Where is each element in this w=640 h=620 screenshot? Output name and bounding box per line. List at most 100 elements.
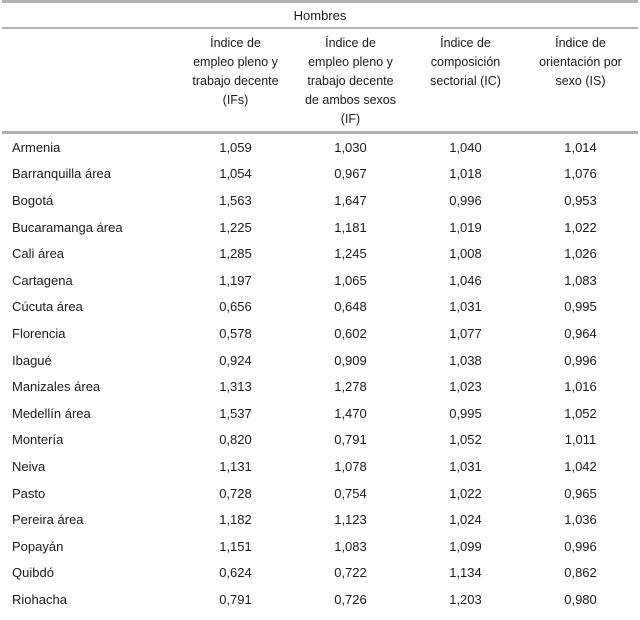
value-cell: 1,181 [334,219,367,235]
column-header-1: Índice de empleo pleno y trabajo decente… [178,28,293,134]
table-row: Montería 0,820 0,791 1,052 1,011 [2,427,638,454]
row-label-cell: Popayán [12,538,64,554]
table-row: Bogotá 1,563 1,647 0,996 0,953 [2,187,638,214]
value-cell: 1,023 [449,379,482,395]
column-header-label: Índice de orientación por sexo (IS) [539,36,622,88]
value-cell: 1,042 [564,458,597,474]
table-row: Riohacha 0,791 0,726 1,203 0,980 [2,586,638,613]
value-cell: 1,182 [219,512,252,528]
table-row: Ibagué 0,924 0,909 1,038 0,996 [2,347,638,374]
value-cell: 0,578 [219,325,252,341]
value-cell: 1,065 [334,272,367,288]
value-cell: 1,470 [334,405,367,421]
table-header: Hombres Índice de empleo pleno y trabajo… [2,1,639,134]
value-cell: 0,996 [449,192,482,208]
column-header-4: Índice de orientación por sexo (IS) [523,28,639,134]
table-row: Neiva 1,131 1,078 1,031 1,042 [2,453,638,480]
value-cell: 1,131 [219,458,252,474]
table-row: Pasto 0,728 0,754 1,022 0,965 [2,480,638,507]
value-cell: 0,964 [564,325,597,341]
value-cell: 0,996 [564,352,597,368]
value-cell: 0,965 [564,485,597,501]
value-cell: 1,052 [449,432,482,448]
row-label-cell: Bucaramanga área [12,219,123,235]
value-cell: 1,030 [334,139,367,155]
value-cell: 0,726 [334,591,367,607]
row-label-cell: Montería [12,432,64,448]
row-label-cell: Neiva [12,458,46,474]
value-cell: 1,083 [334,538,367,554]
column-header-row: Índice de empleo pleno y trabajo decente… [2,28,639,134]
value-cell: 1,059 [219,139,252,155]
value-cell: 1,031 [449,299,482,315]
table-row: Florencia 0,578 0,602 1,077 0,964 [2,320,638,347]
row-label-cell: Riohacha [12,591,67,607]
value-cell: 1,014 [564,139,597,155]
value-cell: 0,624 [219,565,252,581]
value-cell: 0,924 [219,352,252,368]
table-row: Medellín área 1,537 1,470 0,995 1,052 [2,400,638,427]
value-cell: 0,996 [564,538,597,554]
value-cell: 1,018 [449,166,482,182]
table-row: Armenia 1,059 1,030 1,040 1,014 [2,133,638,161]
table-row: Manizales área 1,313 1,278 1,023 1,016 [2,373,638,400]
value-cell: 1,031 [449,458,482,474]
row-label-column-header [2,28,178,134]
table-row: Cali área 1,285 1,245 1,008 1,026 [2,240,638,267]
value-cell: 0,728 [219,485,252,501]
column-header-3: Índice de composición sectorial (IC) [408,28,523,134]
value-cell: 1,008 [449,246,482,262]
value-cell: 1,078 [334,458,367,474]
value-cell: 0,656 [219,299,252,315]
value-cell: 1,278 [334,379,367,395]
column-header-2: Índice de empleo pleno y trabajo decente… [293,28,408,134]
value-cell: 0,820 [219,432,252,448]
value-cell: 1,038 [449,352,482,368]
value-cell: 0,995 [564,299,597,315]
group-header-hombres: Hombres [2,1,639,29]
value-cell: 1,225 [219,219,252,235]
row-label-cell: Pereira área [12,512,84,528]
value-cell: 1,313 [219,379,252,395]
value-cell: 0,953 [564,192,597,208]
value-cell: 0,602 [334,325,367,341]
value-cell: 1,036 [564,512,597,528]
row-label-cell: Ibagué [12,352,52,368]
value-cell: 1,022 [564,219,597,235]
value-cell: 1,245 [334,246,367,262]
value-cell: 0,967 [334,166,367,182]
value-cell: 0,995 [449,405,482,421]
row-label-cell: Bogotá [12,192,54,208]
table-row: Popayán 1,151 1,083 1,099 0,996 [2,533,638,560]
value-cell: 0,980 [564,591,597,607]
table-row: Barranquilla área 1,054 0,967 1,018 1,076 [2,161,638,188]
value-cell: 1,537 [219,405,252,421]
value-cell: 0,862 [564,565,597,581]
row-label-cell: Armenia [12,139,61,155]
column-header-label: Índice de composición sectorial (IC) [430,36,501,88]
value-cell: 1,024 [449,512,482,528]
row-label-cell: Medellín área [12,405,91,421]
table-row: Cúcuta área 0,656 0,648 1,031 0,995 [2,294,638,321]
value-cell: 1,022 [449,485,482,501]
table-row: Pereira área 1,182 1,123 1,024 1,036 [2,506,638,533]
value-cell: 1,197 [219,272,252,288]
row-label-cell: Quibdó [12,565,54,581]
row-label-cell: Manizales área [12,379,101,395]
value-cell: 1,134 [449,565,482,581]
value-cell: 0,791 [219,591,252,607]
value-cell: 1,083 [564,272,597,288]
value-cell: 1,054 [219,166,252,182]
value-cell: 1,077 [449,325,482,341]
value-cell: 1,019 [449,219,482,235]
value-cell: 1,011 [564,432,597,448]
row-label-cell: Cúcuta área [12,299,83,315]
table-row: Bucaramanga área 1,225 1,181 1,019 1,022 [2,214,638,241]
value-cell: 1,052 [564,405,597,421]
value-cell: 1,046 [449,272,482,288]
column-header-label: Índice de empleo pleno y trabajo decente… [192,36,279,107]
table-body: Armenia 1,059 1,030 1,040 1,014 Barranquilla … [2,133,638,613]
table-row: Quibdó 0,624 0,722 1,134 0,862 [2,560,638,587]
value-cell: 0,791 [334,432,367,448]
row-label-cell: Cartagena [12,272,73,288]
